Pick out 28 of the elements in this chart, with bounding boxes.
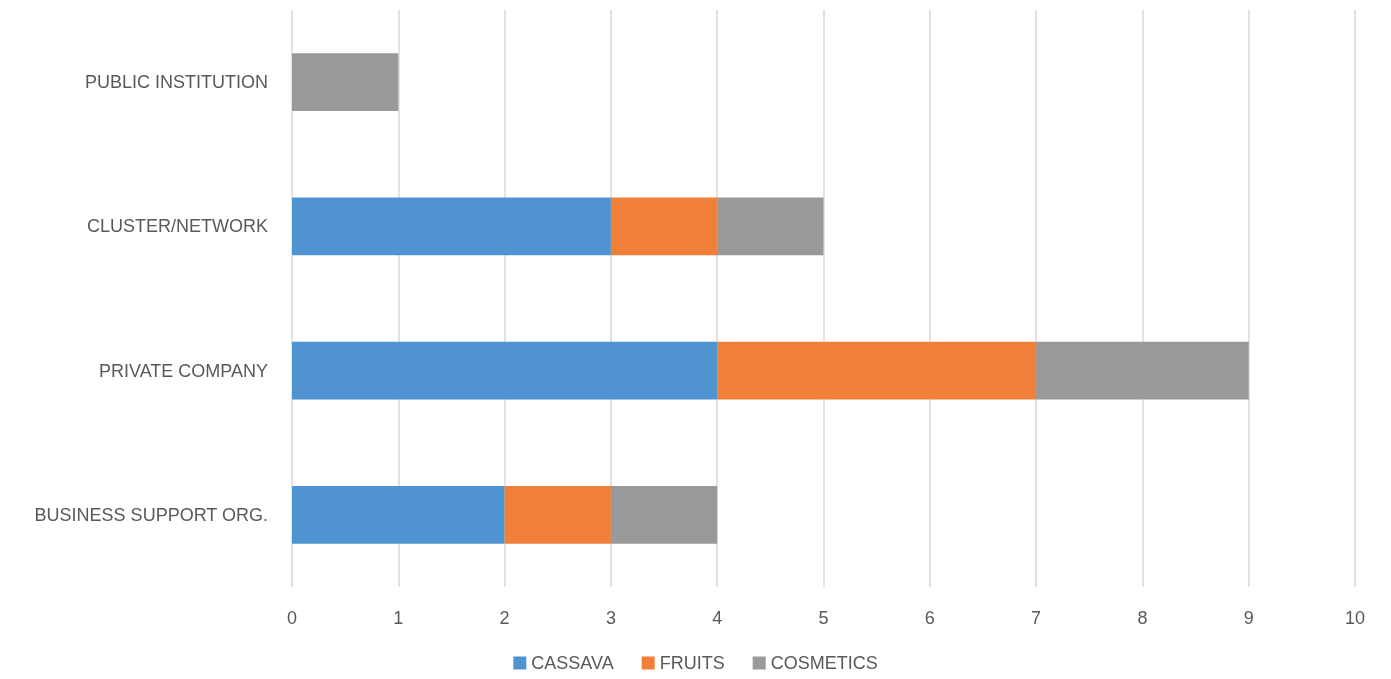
bar (1036, 341, 1249, 400)
x-tick-label: 9 (1243, 608, 1254, 628)
bar (504, 486, 611, 544)
y-tick-label: BUSINESS SUPPORT ORG. (34, 504, 268, 525)
bar (717, 197, 824, 256)
bar (292, 486, 505, 544)
x-tick-label: 7 (1031, 608, 1042, 628)
bar (610, 486, 718, 544)
x-tick-label: 2 (499, 608, 510, 628)
x-tick-label: 5 (818, 608, 829, 628)
y-tick-label: PRIVATE COMPANY (98, 360, 268, 381)
x-tick-label: 8 (1137, 608, 1148, 628)
legend-label: CASSAVA (531, 653, 614, 673)
x-tick-label: 4 (712, 608, 723, 628)
bar (717, 341, 1037, 400)
bar (292, 197, 611, 256)
bar (292, 53, 399, 111)
x-tick-label: 1 (393, 608, 404, 628)
y-tick-label: CLUSTER/NETWORK (86, 216, 268, 237)
y-tick-label: PUBLIC INSTITUTION (84, 72, 268, 93)
bar (610, 197, 718, 256)
x-tick-label: 10 (1344, 608, 1366, 628)
legend-label: COSMETICS (770, 653, 878, 673)
x-tick-label: 3 (605, 608, 616, 628)
x-tick-label: 0 (286, 608, 298, 628)
legend-label: FRUITS (659, 653, 725, 673)
x-tick-label: 6 (924, 608, 935, 628)
bar (292, 341, 718, 400)
